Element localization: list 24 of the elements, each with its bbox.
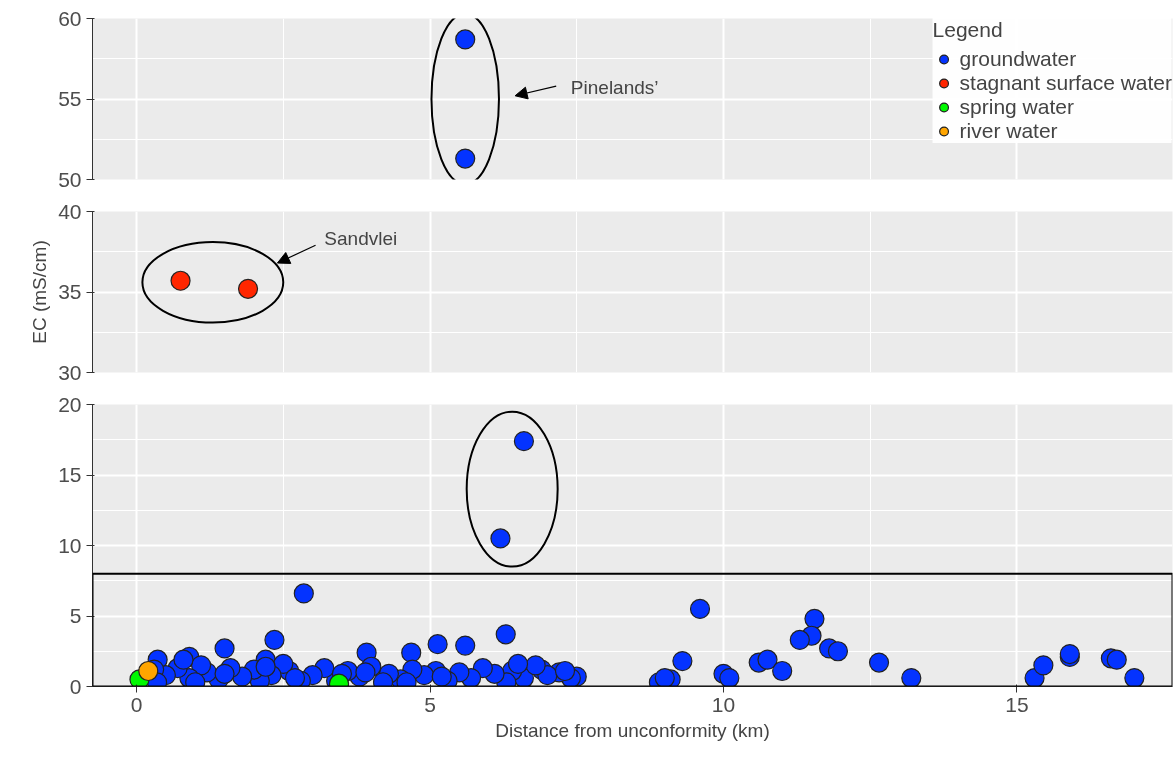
legend-label: spring water [959, 95, 1074, 119]
y-axis-title: EC (mS/cm) [29, 240, 51, 344]
legend-title: Legend [932, 18, 1004, 42]
y-tick-label: 0 [69, 674, 82, 698]
annotation: Pinelands’ [570, 77, 659, 99]
y-tick-label: 55 [58, 87, 82, 110]
y-tick-label: 40 [58, 199, 82, 223]
annotation: Sandvlei [324, 228, 398, 250]
x-axis-title: Distance from unconformity (km) [495, 719, 770, 741]
x-tick-label: 15 [1005, 692, 1029, 716]
x-tick-label: 0 [130, 692, 143, 716]
legend-label: river water [959, 119, 1058, 143]
y-tick-label: 5 [69, 604, 82, 627]
y-tick-label: 10 [58, 533, 82, 557]
x-tick-label: 5 [424, 692, 436, 716]
y-tick-label: 30 [58, 360, 82, 384]
legend-label: stagnant surface water [959, 71, 1172, 95]
y-tick-label: 60 [58, 6, 82, 30]
legend-label: groundwater [959, 47, 1077, 71]
x-tick-label: 10 [711, 692, 736, 716]
y-tick-label: 15 [58, 463, 82, 486]
y-tick-label: 20 [58, 392, 82, 416]
y-tick-label: 35 [58, 280, 82, 303]
y-tick-label: 50 [58, 167, 82, 191]
